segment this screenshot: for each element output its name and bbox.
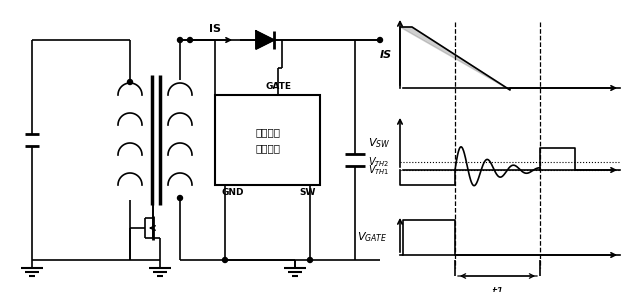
Text: 控制电路: 控制电路 (255, 143, 280, 153)
Circle shape (188, 37, 193, 43)
Text: GATE: GATE (265, 82, 291, 91)
Text: IS: IS (209, 24, 221, 34)
Text: t1: t1 (491, 286, 504, 292)
Circle shape (307, 258, 312, 263)
Polygon shape (256, 31, 274, 49)
Circle shape (222, 258, 227, 263)
Text: SW: SW (300, 188, 316, 197)
Circle shape (178, 37, 183, 43)
Text: 同步整流: 同步整流 (255, 127, 280, 137)
Circle shape (127, 79, 132, 84)
Bar (215, 95, 320, 185)
Circle shape (178, 196, 183, 201)
Text: IS: IS (380, 50, 392, 60)
Text: $V_{TH1}$: $V_{TH1}$ (369, 163, 390, 177)
Text: $V_{SW}$: $V_{SW}$ (367, 136, 390, 150)
Text: $V_{TH2}$: $V_{TH2}$ (369, 155, 390, 169)
Circle shape (377, 37, 382, 43)
Polygon shape (400, 27, 510, 90)
Text: GND: GND (221, 188, 244, 197)
Text: $V_{GATE}$: $V_{GATE}$ (357, 230, 388, 244)
